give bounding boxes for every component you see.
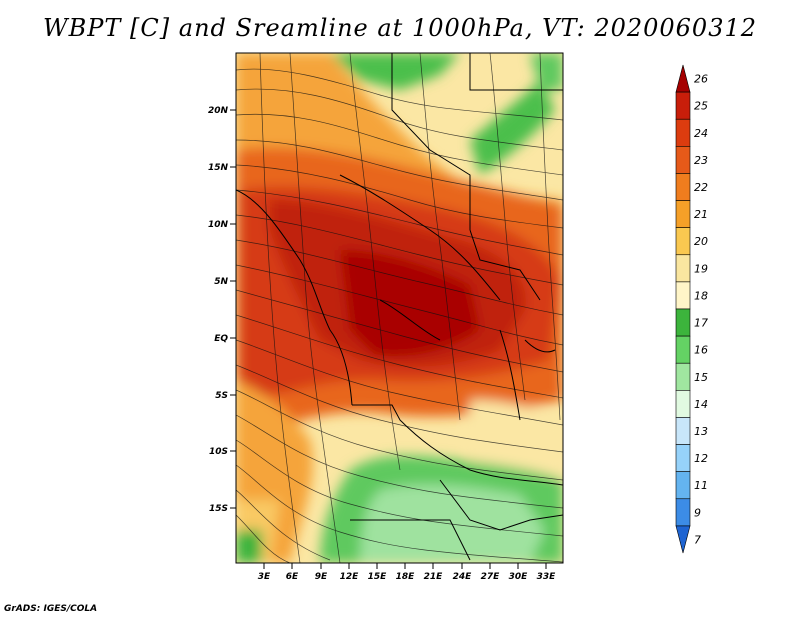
colorbar-label: 16 <box>694 344 708 357</box>
lon-label: 21E <box>424 572 444 582</box>
lon-label: 15E <box>368 572 388 582</box>
colorbar: 26 25 24 23 22 21 20 19 18 17 16 15 14 13 12 11 9 7 <box>675 64 708 554</box>
colorbar-swatch <box>675 91 691 120</box>
colorbar-label: 24 <box>694 127 708 140</box>
colorbar-swatch <box>675 200 691 228</box>
colorbar-swatch <box>675 64 691 93</box>
lat-label: 10N <box>208 220 229 230</box>
lon-label: 30E <box>509 572 529 582</box>
colorbar-swatch <box>675 227 691 256</box>
lat-label: 5N <box>214 277 228 287</box>
lat-label: 15N <box>208 163 229 173</box>
lon-label: 3E <box>258 572 271 582</box>
lon-label: 18E <box>396 572 416 582</box>
colorbar-label: 22 <box>694 181 708 194</box>
colorbar-label: 13 <box>694 425 708 438</box>
lon-label: 12E <box>340 572 360 582</box>
colorbar-swatch <box>675 444 691 472</box>
country-borders <box>236 53 563 561</box>
lat-label: 20N <box>208 106 229 116</box>
colorbar-swatch <box>675 118 691 147</box>
colorbar-label: 14 <box>694 398 708 411</box>
lat-label: 15S <box>209 504 228 514</box>
lat-label: 10S <box>209 447 228 457</box>
colorbar-swatch <box>675 281 691 310</box>
colorbar-label: 26 <box>694 73 708 86</box>
map-panel <box>236 53 563 563</box>
lat-label: EQ <box>214 334 228 344</box>
colorbar-label: 15 <box>694 371 708 384</box>
map-title: WBPT [C] and Sreamline at 1000hPa, VT: 2… <box>42 14 758 42</box>
colorbar-label: 18 <box>694 289 708 302</box>
colorbar-swatch <box>675 254 691 283</box>
colorbar-label: 9 <box>694 506 701 519</box>
grads-credit: GrADS: IGES/COLA <box>4 604 98 614</box>
lon-label: 27E <box>481 572 501 582</box>
colorbar-label: 12 <box>694 452 708 465</box>
lat-axis: 20N 15N 10N 5N EQ 5S 10S 15S <box>208 106 236 514</box>
lon-label: 33E <box>537 572 557 582</box>
colorbar-swatch <box>675 525 691 554</box>
lat-label: 5S <box>215 391 228 401</box>
colorbar-label: 11 <box>694 479 708 492</box>
lon-label: 9E <box>315 572 328 582</box>
colorbar-label: 7 <box>694 533 701 546</box>
colorbar-label: 21 <box>694 208 708 221</box>
lon-axis: 3E 6E 9E 12E 15E 18E 21E 24E 27E 30E 33E <box>258 563 556 582</box>
colorbar-swatch <box>675 498 691 527</box>
lon-label: 24E <box>453 572 473 582</box>
colorbar-swatch <box>675 146 691 174</box>
colorbar-label: 23 <box>694 154 708 167</box>
colorbar-swatch <box>675 417 691 445</box>
streamlines <box>236 53 563 563</box>
colorbar-swatch <box>675 471 691 500</box>
colorbar-swatch <box>675 390 691 418</box>
colorbar-swatch <box>675 362 691 391</box>
colorbar-swatch <box>675 335 691 364</box>
colorbar-label: 25 <box>694 100 708 113</box>
colorbar-label: 19 <box>694 262 708 275</box>
lon-label: 6E <box>286 572 299 582</box>
colorbar-label: 17 <box>694 317 708 330</box>
colorbar-swatch <box>675 173 691 201</box>
colorbar-swatch <box>675 308 691 337</box>
colorbar-label: 20 <box>694 235 708 248</box>
